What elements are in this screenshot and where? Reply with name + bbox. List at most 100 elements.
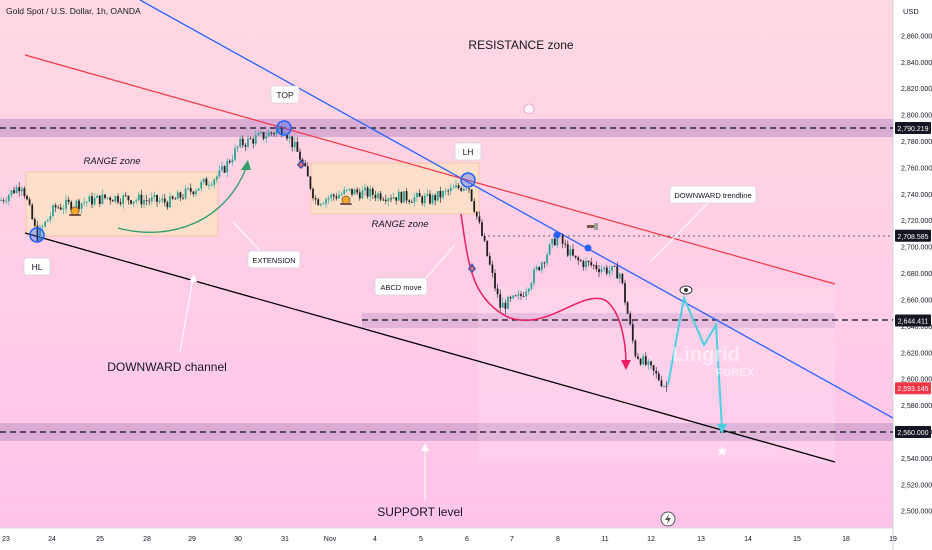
candle-body	[140, 194, 143, 205]
candles-layer	[0, 125, 668, 392]
price-level-badge[interactable]	[895, 229, 931, 242]
candle-body	[18, 187, 21, 192]
candle-body	[512, 295, 515, 299]
candle-body	[530, 283, 533, 289]
candle-body	[564, 243, 567, 245]
candle-body	[202, 178, 205, 182]
candle-body	[600, 269, 603, 273]
candle-body	[621, 273, 624, 284]
candle-body	[189, 188, 192, 192]
price-level-badge[interactable]	[895, 382, 931, 395]
candle-body	[46, 219, 49, 222]
candle-body	[538, 266, 541, 271]
pivot-top-marker[interactable]	[276, 120, 292, 136]
candle-body	[338, 195, 340, 199]
price-level-badge-label: 2,644.411	[898, 319, 929, 326]
candle-body	[59, 207, 62, 210]
candle-body	[33, 219, 36, 226]
candle-body	[286, 134, 288, 139]
price-level-badge[interactable]	[895, 426, 931, 438]
candle-body	[611, 266, 613, 271]
candle-body	[280, 128, 283, 135]
candle-body	[548, 244, 551, 255]
candle-body	[93, 198, 96, 205]
time-tick-label: 31	[281, 536, 289, 543]
candle-body	[468, 188, 470, 190]
candle-body	[221, 166, 223, 171]
candle-body	[236, 146, 239, 149]
candle-body	[296, 142, 299, 152]
candle-body	[410, 202, 413, 203]
price-level-badge[interactable]	[895, 122, 931, 134]
pivot-lh-marker[interactable]	[460, 172, 476, 188]
candle-body	[114, 196, 117, 202]
candle-body	[122, 195, 125, 204]
candle-body	[343, 189, 346, 194]
candle-body	[384, 199, 387, 202]
downward-trendline[interactable]	[139, 0, 894, 419]
candle-body	[111, 200, 114, 202]
candle-body	[278, 128, 281, 131]
candle-body	[330, 194, 333, 198]
time-tick-label: 5	[419, 536, 423, 543]
candle-body	[322, 203, 325, 205]
candle-body	[429, 193, 431, 204]
lightning-icon[interactable]	[660, 511, 676, 527]
bitcoin-flame-icon-1	[297, 159, 305, 169]
candle-body	[579, 260, 582, 262]
candle-body	[455, 185, 457, 188]
symbol-title[interactable]: Gold Spot / U.S. Dollar, 1h, OANDA	[6, 6, 141, 16]
candle-body	[104, 194, 106, 198]
candle-body	[494, 273, 496, 289]
price-tick-label: 2,580.000	[901, 403, 932, 410]
channel-pointer	[179, 277, 194, 353]
price-tick-label: 2,520.000	[901, 482, 932, 489]
candle-body	[408, 200, 411, 202]
price-level-badge[interactable]	[895, 314, 931, 327]
candle-body	[62, 208, 65, 210]
candle-body	[262, 132, 265, 139]
candle-body	[585, 261, 587, 268]
candle-body	[197, 188, 200, 191]
star-icon	[717, 446, 727, 456]
price-tick-label: 2,800.000	[901, 113, 932, 120]
candle-body	[145, 200, 148, 201]
candle-body	[650, 361, 652, 366]
candle-body	[397, 192, 400, 201]
time-tick-label: 29	[188, 536, 196, 543]
candle-body	[540, 262, 543, 271]
candle-body	[54, 205, 57, 208]
price-tick-label: 2,860.000	[901, 33, 932, 40]
candle-body	[195, 190, 197, 195]
candle-body	[215, 176, 218, 180]
candle-body	[174, 198, 177, 200]
candle-body	[421, 196, 424, 204]
candle-body	[423, 196, 426, 204]
candle-body	[517, 293, 520, 296]
candle-body	[395, 197, 398, 201]
channel-top-line[interactable]	[24, 54, 836, 285]
candle-body	[101, 194, 104, 204]
candle-body	[525, 291, 528, 297]
extension-arrowhead	[241, 160, 251, 170]
channel-bottom-line[interactable]	[24, 232, 836, 463]
candle-body	[231, 159, 234, 163]
candle-body	[52, 205, 54, 216]
candle-body	[496, 288, 499, 295]
candle-body	[49, 216, 52, 220]
candle-body	[153, 195, 156, 198]
candle-body	[426, 193, 429, 196]
candle-body	[561, 235, 564, 244]
eye-icon	[679, 285, 693, 295]
candle-body	[317, 199, 320, 206]
svg-text:LH: LH	[463, 147, 474, 157]
pivot-hl-marker[interactable]	[29, 227, 45, 243]
candle-body	[156, 195, 158, 202]
candle-body	[608, 270, 611, 274]
candle-body	[327, 198, 330, 200]
candle-body	[405, 191, 408, 201]
candle-body	[247, 138, 249, 147]
candle-body	[587, 261, 590, 263]
candle-body	[400, 192, 403, 203]
